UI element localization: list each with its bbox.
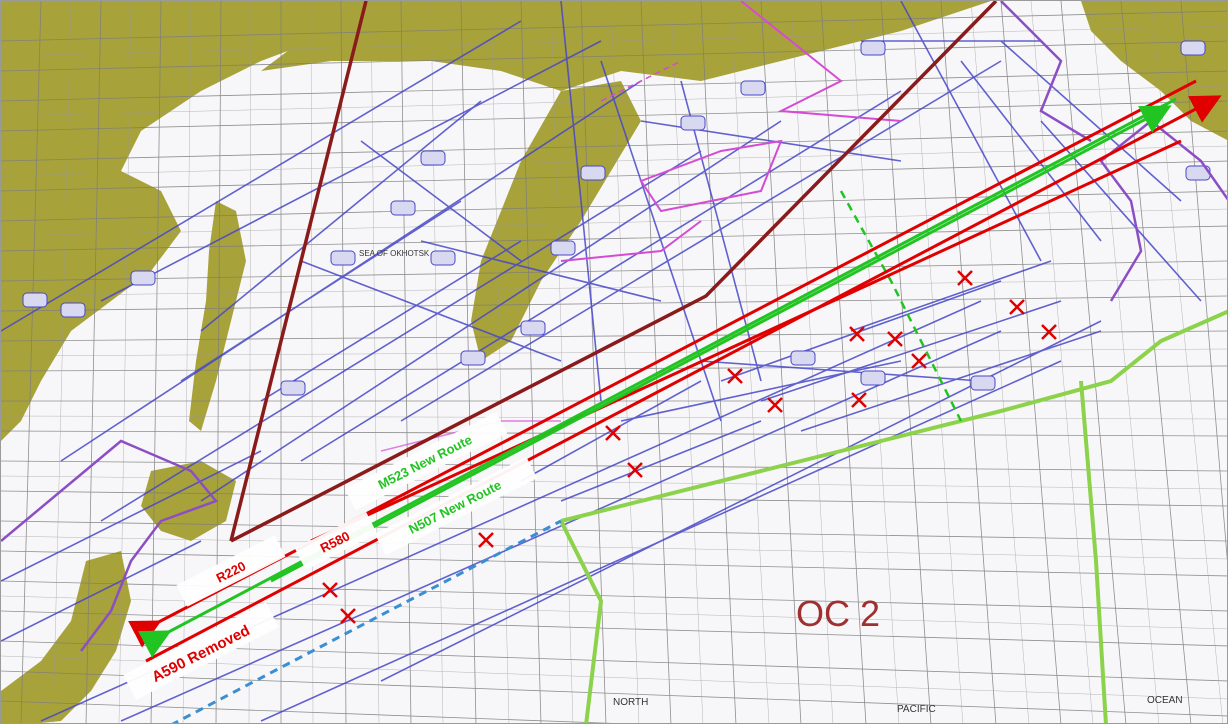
x-mark-icon [727, 368, 743, 384]
x-mark-icon [478, 532, 494, 548]
honshu [1, 551, 131, 723]
x-mark-icon [1041, 324, 1057, 340]
x-mark-icon [340, 608, 356, 624]
x-mark-icon [911, 353, 927, 369]
place-label-north: NORTH [613, 697, 648, 708]
kamchatka [471, 81, 641, 361]
place-label-ocean: OCEAN [1147, 695, 1183, 706]
oc2-boundary [559, 309, 1227, 723]
x-mark-icon [1009, 299, 1025, 315]
sea-label: SEA OF OKHOTSK [359, 249, 430, 258]
sakhalin [189, 201, 246, 431]
x-mark-icon [851, 392, 867, 408]
x-mark-icon [957, 270, 973, 286]
x-mark-icon [849, 326, 865, 342]
asia-mainland [1, 1, 361, 441]
route-label-backgrounds [123, 411, 538, 700]
arctic-coast [261, 1, 991, 91]
x-mark-icon [605, 425, 621, 441]
x-mark-icon [887, 331, 903, 347]
dashed-green-boundary [839, 190, 963, 422]
dashed-blue-route [171, 519, 562, 723]
x-mark-icon [627, 462, 643, 478]
r220-route-lines [229, 1, 998, 543]
x-mark-icon [767, 397, 783, 413]
reporting-point-boxes [22, 40, 1211, 396]
removed-route-markers [322, 270, 1057, 624]
x-mark-icon [322, 582, 338, 598]
region-label-oc2: OC 2 [796, 593, 880, 634]
place-label-pacific: PACIFIC [897, 704, 936, 715]
